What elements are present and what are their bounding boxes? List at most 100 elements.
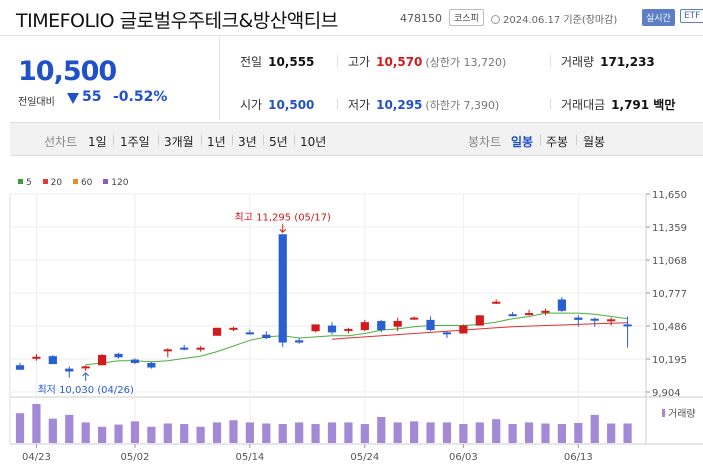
volume-bar (327, 422, 337, 443)
line-chart-label: 선차트 (44, 135, 78, 149)
candle-body (360, 322, 369, 331)
stats-panel: 전일 10,555 고가 10,570 (상한가 13,720) 거래량 171,233… (219, 36, 703, 120)
market-badge: 코스피 (449, 9, 484, 26)
candle-body (492, 301, 501, 304)
min-price-annotation: 최저 10,030 (04/26) (37, 384, 133, 396)
volume-bar (130, 421, 140, 443)
change-value: 55 (82, 89, 102, 105)
divider (113, 135, 114, 145)
legend-swatch (42, 179, 48, 184)
volume-bar (262, 423, 271, 443)
period-3y[interactable]: 3년 (238, 135, 257, 149)
candle-weekly[interactable]: 주봉 (546, 135, 569, 149)
lower-limit: (하한가 7,390) (425, 99, 500, 112)
current-price: 10,500 (18, 56, 117, 87)
x-tick-label: 06/03 (449, 452, 478, 463)
divider (337, 55, 338, 67)
stat-value: 10,555 (268, 55, 315, 69)
candle-body (426, 319, 435, 331)
divider (158, 135, 159, 145)
volume-legend-label: 거래량 (668, 408, 696, 420)
period-10y[interactable]: 10년 (300, 135, 327, 149)
candle-body (212, 327, 222, 336)
volume-bar (607, 423, 616, 443)
volume-bar (278, 424, 287, 443)
period-toolbar: 선차트 1일 1주일 3개월 1년 3년 5년 10년 봉차트 일봉 주봉 월봉 (10, 122, 703, 156)
change-percent: -0.52% (113, 89, 168, 105)
legend-item: 20 (42, 178, 62, 188)
legend-swatch (103, 179, 109, 184)
stat-label: 시가 (240, 98, 263, 112)
volume-bar (65, 414, 74, 443)
period-1w[interactable]: 1주일 (120, 135, 150, 149)
x-tick-label: 05/14 (235, 452, 264, 463)
candle-body (524, 313, 534, 316)
volume-bar (81, 422, 90, 443)
candle-daily[interactable]: 일봉 (511, 135, 534, 149)
candle-body (81, 366, 90, 369)
volume-bar (541, 423, 550, 443)
realtime-button[interactable]: 실시간 (642, 9, 675, 26)
candle-body (262, 334, 271, 339)
candle-body (377, 321, 386, 331)
stat-label: 고가 (348, 55, 371, 69)
legend-swatch (18, 179, 23, 184)
candle-body (410, 317, 419, 320)
divider (550, 55, 551, 67)
max-price-annotation: 최고 11,295 (05/17) (235, 211, 331, 223)
candle-body (442, 332, 452, 335)
volume-bar (426, 422, 435, 443)
volume-bar (15, 413, 25, 443)
date-text: 2024.06.17 기준(장마감) (503, 15, 618, 26)
stat-value: 1,791 백만 (611, 98, 676, 112)
period-1d[interactable]: 1일 (88, 135, 107, 149)
volume-bar (180, 424, 189, 443)
divider (294, 135, 295, 145)
y-tick-label: 10,486 (652, 322, 687, 333)
page-title: TIMEFOLIO 글로벌우주테크&방산액티브 (16, 10, 338, 32)
stat-value: 171,233 (600, 55, 655, 69)
candle-body (557, 299, 566, 311)
volume-bar (147, 426, 156, 443)
volume-bar (245, 422, 254, 443)
volume-bar (212, 422, 222, 443)
candle-monthly[interactable]: 월봉 (583, 135, 606, 149)
stock-code: 478150 (400, 12, 442, 25)
min-arrow-icon (82, 372, 90, 381)
max-arrow-icon (279, 224, 287, 233)
divider (576, 135, 577, 145)
candle-body (15, 365, 25, 370)
volume-bar (442, 422, 452, 443)
volume-bar (590, 414, 599, 443)
candle-body (147, 362, 156, 368)
legend-swatch (72, 179, 78, 184)
period-5y[interactable]: 5년 (269, 135, 288, 149)
divider (337, 98, 338, 110)
volume-bar (623, 423, 632, 443)
x-tick-label: 06/13 (564, 452, 593, 463)
period-3m[interactable]: 3개월 (164, 135, 194, 149)
etf-badge: ETF (680, 9, 703, 23)
stat-low: 저가 10,295 (하한가 7,390) (348, 96, 499, 113)
legend-item: 60 (72, 178, 92, 188)
volume-bar (574, 422, 583, 443)
candle-body (180, 347, 189, 350)
y-tick-label: 11,650 (652, 190, 687, 201)
volume-bar (475, 422, 484, 443)
stat-volume: 거래량 171,233 (561, 53, 655, 70)
volume-bar (295, 422, 304, 443)
y-tick-label: 10,195 (652, 355, 687, 366)
y-tick-label: 11,068 (652, 256, 687, 267)
legend-label: 120 (111, 178, 129, 188)
candle-body (245, 332, 254, 335)
candle-body (229, 327, 238, 330)
candle-body (327, 325, 337, 333)
volume-bar (377, 417, 386, 443)
candlestick-chart[interactable]: 11,650 11,359 11,068 10,777 10,486 10,195 9,90… (0, 186, 703, 470)
candle-body (574, 317, 583, 320)
volume-bar (114, 424, 123, 443)
volume-bar (393, 422, 402, 443)
stat-label: 거래대금 (561, 98, 606, 112)
period-1y[interactable]: 1년 (207, 135, 226, 149)
volume-bar (98, 426, 107, 443)
